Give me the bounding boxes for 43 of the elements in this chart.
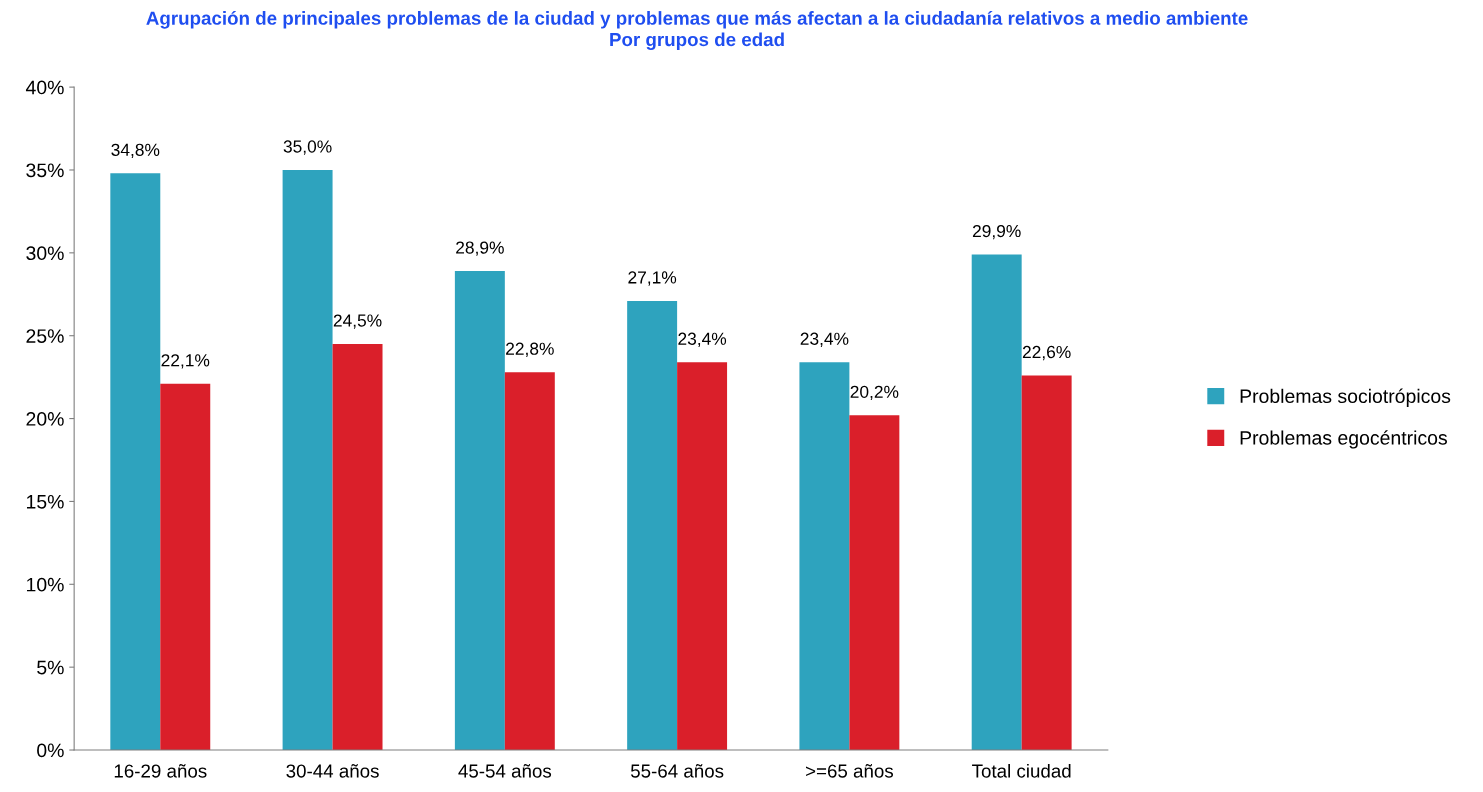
data-label: 28,9% [456, 241, 504, 256]
bar [677, 362, 728, 751]
data-label: 35,0% [283, 140, 332, 155]
bar [160, 383, 211, 751]
y-tick-label: 5% [37, 660, 64, 675]
chart-title: Agrupación de principales problemas de la ciudad y problemas que más afectan a la ciudadanía relativos a medio ambiente [146, 10, 1248, 29]
data-label: 27,1% [628, 271, 677, 286]
bar [332, 344, 383, 751]
y-tick-label: 40% [25, 80, 64, 95]
data-label: 23,4% [678, 332, 727, 347]
y-tick-label: 10% [26, 577, 64, 592]
bar [971, 254, 1022, 751]
x-tick-label: 30-44 años [286, 764, 379, 778]
data-label: 20,2% [850, 385, 899, 400]
chart-subtitle: Por grupos de edad [610, 32, 784, 50]
y-tick-label: 15% [26, 494, 64, 509]
y-tick-label: 25% [26, 329, 64, 343]
bar [1021, 375, 1072, 751]
data-label: 23,4% [800, 332, 849, 347]
bar [799, 362, 850, 751]
data-label: 29,9% [972, 224, 1021, 240]
y-tick-label: 20% [26, 412, 64, 426]
x-tick-label: 16-29 años [114, 764, 207, 778]
bar [110, 173, 161, 751]
bar [627, 300, 678, 751]
x-tick-label: 55-64 años [630, 764, 724, 778]
bar [454, 271, 505, 751]
y-tick-label: 30% [26, 246, 64, 261]
bar [849, 415, 900, 751]
legend-label: Problemas egocéntricos [1240, 430, 1447, 449]
y-tick-label: 35% [26, 163, 64, 178]
x-tick-label: >=65 años [806, 764, 894, 778]
data-label: 24,5% [333, 314, 382, 329]
x-tick-label: 45-54 años [458, 764, 552, 778]
bar [282, 169, 333, 751]
x-tick-label: Total ciudad [972, 763, 1071, 778]
bar [504, 372, 555, 751]
data-label: 22,8% [506, 342, 554, 357]
data-label: 22,1% [161, 354, 210, 369]
data-label: 22,6% [1022, 345, 1071, 361]
legend-label: Problemas sociotrópicos [1240, 388, 1451, 407]
data-label: 34,8% [111, 143, 160, 159]
y-tick-label: 0% [37, 743, 64, 758]
